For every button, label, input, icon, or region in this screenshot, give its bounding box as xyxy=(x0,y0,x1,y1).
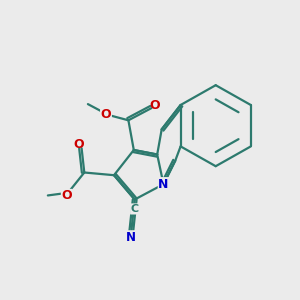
Text: C: C xyxy=(130,204,139,214)
Text: N: N xyxy=(126,231,136,244)
Text: O: O xyxy=(61,190,72,202)
Text: N: N xyxy=(158,178,169,191)
Text: O: O xyxy=(73,139,84,152)
Text: O: O xyxy=(101,108,111,122)
Text: O: O xyxy=(149,99,160,112)
